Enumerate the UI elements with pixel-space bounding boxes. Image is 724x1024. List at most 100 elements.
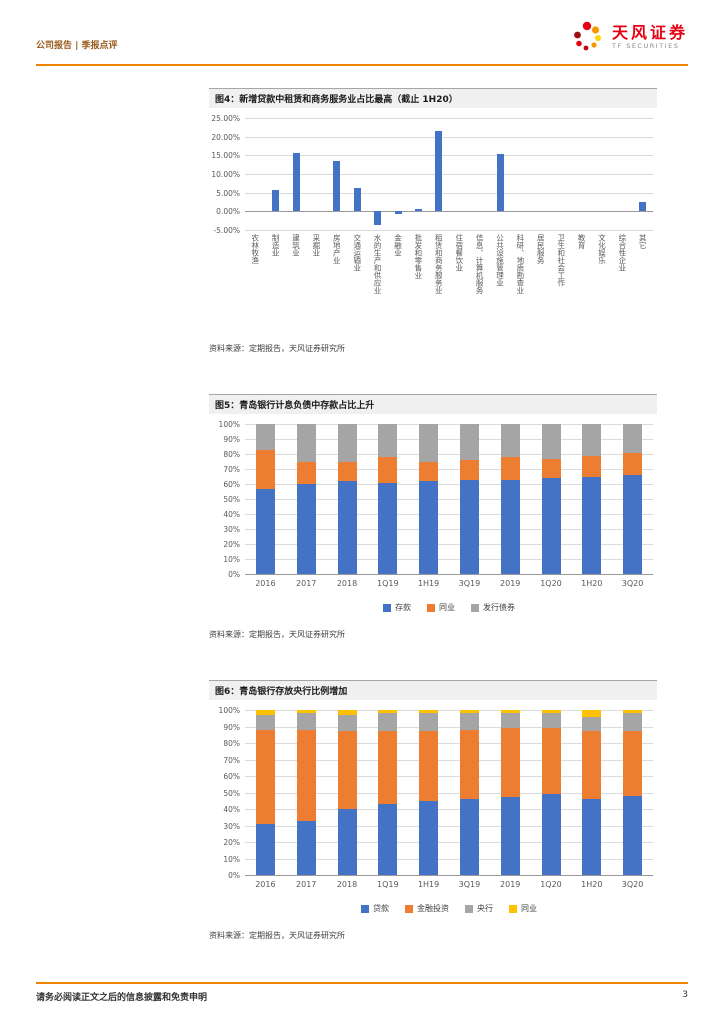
- legend-item: 存款: [383, 602, 411, 613]
- legend-swatch-icon: [471, 603, 479, 612]
- y-axis-label: 60%: [223, 772, 240, 781]
- bar-segment: [337, 731, 357, 809]
- bar-segment: [255, 488, 275, 574]
- bar-segment: [394, 211, 402, 215]
- bar-segment: [459, 424, 479, 460]
- gridline: [245, 424, 653, 425]
- footer-rule: [36, 982, 688, 984]
- y-axis-label: 40%: [223, 510, 240, 519]
- legend-label: 金融投资: [417, 904, 449, 913]
- legend-swatch-icon: [427, 603, 435, 612]
- y-axis-label: 10%: [223, 854, 240, 864]
- x-axis-label: 卫生和社会工作: [556, 234, 566, 287]
- x-axis-label: 科研、地质勘查业: [515, 234, 525, 294]
- legend-item: 金融投资: [405, 903, 449, 914]
- bar-segment: [337, 424, 357, 462]
- bar-segment: [500, 728, 520, 798]
- gridline: [245, 118, 653, 119]
- y-axis-label: 0%: [228, 570, 240, 579]
- x-axis-label: 租赁和商务服务业: [434, 234, 444, 294]
- gridline: [245, 136, 653, 138]
- bar-segment: [272, 190, 280, 212]
- brand-subtitle: TF SECURITIES: [611, 42, 680, 51]
- x-axis-label: 房地产业: [332, 234, 342, 264]
- bar-segment: [419, 713, 439, 732]
- page-header: 公司报告 | 季报点评 天风证券 TF SECURITIES: [36, 20, 688, 54]
- bar-segment: [255, 710, 275, 715]
- bar-segment: [623, 731, 643, 796]
- plot-area: [245, 710, 653, 876]
- bar-segment: [337, 461, 357, 481]
- bar-segment: [500, 710, 520, 714]
- gridline: [245, 529, 653, 530]
- legend-swatch-icon: [509, 904, 517, 913]
- bar-segment: [296, 461, 316, 484]
- bar-segment: [419, 731, 439, 801]
- y-axis-label: 100%: [218, 420, 240, 429]
- bar-segment: [296, 484, 316, 574]
- legend-label: 同业: [439, 603, 455, 612]
- x-axis-label: 2017: [296, 880, 317, 889]
- bar-segment: [459, 479, 479, 574]
- x-axis-label: 3Q20: [621, 579, 644, 588]
- bar-segment: [378, 710, 398, 714]
- legend-swatch-icon: [383, 603, 391, 612]
- x-axis-label: 2018: [336, 880, 358, 889]
- gridline: [245, 743, 653, 744]
- bar-segment: [582, 799, 602, 875]
- bar-segment: [582, 716, 602, 732]
- x-axis-label: 居民服务: [536, 234, 546, 264]
- bar-segment: [337, 714, 357, 732]
- x-axis-label: 2017: [296, 579, 317, 588]
- report-category: 公司报告 | 季报点评: [36, 41, 118, 51]
- bar-segment: [639, 201, 647, 212]
- x-axis-label: 信息、计算机服务: [475, 234, 485, 294]
- x-axis-label: 2016: [255, 579, 276, 588]
- gridline: [245, 514, 653, 515]
- legend-item: 同业: [509, 903, 537, 914]
- x-axis-label: 1H19: [417, 880, 440, 889]
- y-axis-label: -5.00%: [213, 226, 240, 235]
- bar-segment: [582, 476, 602, 574]
- brand-text: 天风证券 TF SECURITIES: [611, 22, 688, 51]
- gridline: [245, 792, 653, 794]
- y-axis-label: 90%: [223, 435, 240, 444]
- bar-segment: [582, 731, 602, 800]
- x-axis-label: 制造业: [271, 234, 281, 257]
- bar-segment: [414, 209, 422, 212]
- figure-6-source: 资料来源：定期报告，天风证券研究所: [209, 931, 345, 940]
- gridline: [245, 192, 653, 194]
- bar-segment: [292, 152, 300, 212]
- bar-segment: [541, 794, 561, 875]
- y-axis-label: 20%: [223, 540, 240, 549]
- bar-segment: [500, 479, 520, 574]
- bar-segment: [541, 424, 561, 459]
- x-axis-label: 农林牧渔: [250, 234, 260, 264]
- bar-segment: [353, 187, 361, 212]
- bar-segment: [419, 461, 439, 481]
- x-axis-label: 1Q20: [540, 579, 562, 588]
- plot-area: [245, 424, 653, 575]
- bar-segment: [378, 457, 398, 483]
- figure-4-chart: 25.00% 20.00% 15.00% 10.00% 5.00% 0.00% -5.00%…: [209, 114, 657, 334]
- bar-segment: [378, 713, 398, 732]
- bar-segment: [500, 457, 520, 480]
- bar-segment: [582, 710, 602, 717]
- bar-segment: [541, 710, 561, 714]
- x-axis-label: 其它: [638, 234, 648, 249]
- x-axis-label: 1H20: [581, 579, 603, 588]
- bar-segment: [500, 713, 520, 729]
- bar-segment: [541, 478, 561, 574]
- y-axis-label: 0.00%: [216, 207, 240, 217]
- y-axis-label: 90%: [223, 722, 240, 732]
- y-axis-label: 100%: [218, 706, 240, 715]
- y-axis-label: 60%: [223, 480, 240, 489]
- legend-item: 发行债券: [471, 602, 515, 613]
- y-axis-label: 80%: [223, 739, 240, 748]
- gridline: [245, 759, 653, 761]
- bar-segment: [459, 710, 479, 714]
- brand-name: 天风证券: [611, 22, 688, 42]
- y-axis-label: 10.00%: [211, 170, 240, 179]
- bar-segment: [296, 820, 316, 875]
